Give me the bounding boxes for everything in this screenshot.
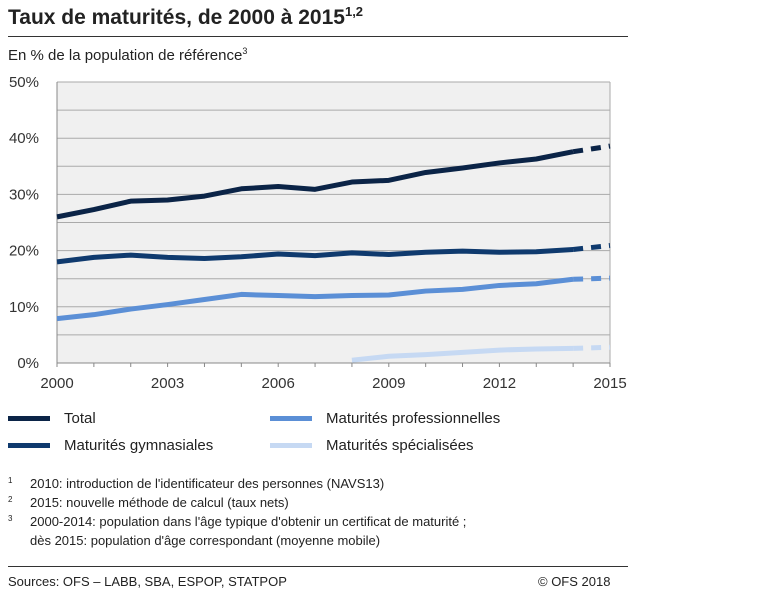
y-tick-label: 20% bbox=[9, 243, 39, 260]
series-dashed-segment-0 bbox=[572, 143, 611, 155]
legend-swatch bbox=[8, 443, 50, 448]
chart-subtitle: En % de la population de référence3 bbox=[8, 46, 247, 64]
series-line-0 bbox=[56, 149, 574, 220]
footnote-3-cont: dès 2015: population d'âge correspondant… bbox=[8, 533, 608, 548]
x-tick-label: 2006 bbox=[262, 375, 295, 392]
y-tick-label: 30% bbox=[9, 186, 39, 203]
x-tick-label: 2000 bbox=[40, 375, 73, 392]
legend-label: Total bbox=[64, 410, 96, 427]
legend-swatch bbox=[270, 416, 312, 421]
title-rule bbox=[8, 36, 628, 37]
title-superscript: 1,2 bbox=[344, 4, 364, 19]
footer-rule bbox=[8, 566, 628, 567]
x-tick-label: 2003 bbox=[151, 375, 184, 392]
series-dashed-segment-1 bbox=[572, 243, 611, 252]
footnote-text: 2010: introduction de l'identificateur d… bbox=[30, 476, 385, 491]
series-dashed-segment-2 bbox=[573, 275, 611, 282]
footnote-2: 2 2015: nouvelle méthode de calcul (taux … bbox=[8, 495, 608, 510]
chart-title: Taux de maturités, de 2000 à 20151,2 bbox=[8, 4, 363, 30]
footnote-text: 2015: nouvelle méthode de calcul (taux n… bbox=[30, 495, 289, 510]
footnote-number: 2 bbox=[8, 495, 13, 504]
y-tick-label: 50% bbox=[9, 74, 39, 91]
footnote-text: dès 2015: population d'âge correspondant… bbox=[30, 533, 381, 548]
footnote-number: 3 bbox=[8, 514, 13, 523]
subtitle-text: En % de la population de référence bbox=[8, 47, 243, 64]
title-text: Taux de maturités, de 2000 à 2015 bbox=[8, 6, 345, 29]
x-tick-label: 2012 bbox=[483, 375, 516, 392]
x-tick-label: 2015 bbox=[593, 375, 626, 392]
y-tick-label: 0% bbox=[17, 355, 39, 372]
series-line-1 bbox=[56, 246, 574, 265]
legend-total: Total bbox=[8, 410, 96, 427]
legend-gymnasiales: Maturités gymnasiales bbox=[8, 437, 213, 454]
legend-swatch bbox=[8, 416, 50, 421]
footnote-3: 3 2000-2014: population dans l'âge typiqu… bbox=[8, 514, 608, 529]
series-line-3 bbox=[351, 345, 574, 363]
legend-specialisees: Maturités spécialisées bbox=[270, 437, 474, 454]
footnote-number: 1 bbox=[8, 476, 13, 485]
legend-professionnelles: Maturités professionnelles bbox=[270, 410, 500, 427]
legend-label: Maturités spécialisées bbox=[326, 437, 474, 454]
x-tick-label: 2009 bbox=[372, 375, 405, 392]
copyright: © OFS 2018 bbox=[538, 574, 611, 589]
series-line-2 bbox=[56, 276, 574, 322]
line-chart: 0% 10% 20% 30% 40% 50% 2000 2003 2006 2009 2012 201… bbox=[9, 74, 627, 392]
legend-label: Maturités gymnasiales bbox=[64, 437, 214, 454]
y-tick-label: 10% bbox=[9, 299, 39, 316]
legend-label: Maturités professionnelles bbox=[326, 410, 501, 427]
sources: Sources: OFS – LABB, SBA, ESPOP, STATPOP bbox=[8, 574, 287, 589]
y-tick-label: 40% bbox=[9, 130, 39, 147]
series-dashed-segment-3 bbox=[573, 344, 611, 351]
legend-swatch bbox=[270, 443, 312, 448]
footnote-text: 2000-2014: population dans l'âge typique… bbox=[30, 514, 467, 529]
subtitle-superscript: 3 bbox=[242, 46, 248, 56]
footnote-1: 1 2010: introduction de l'identificateur … bbox=[8, 476, 608, 491]
